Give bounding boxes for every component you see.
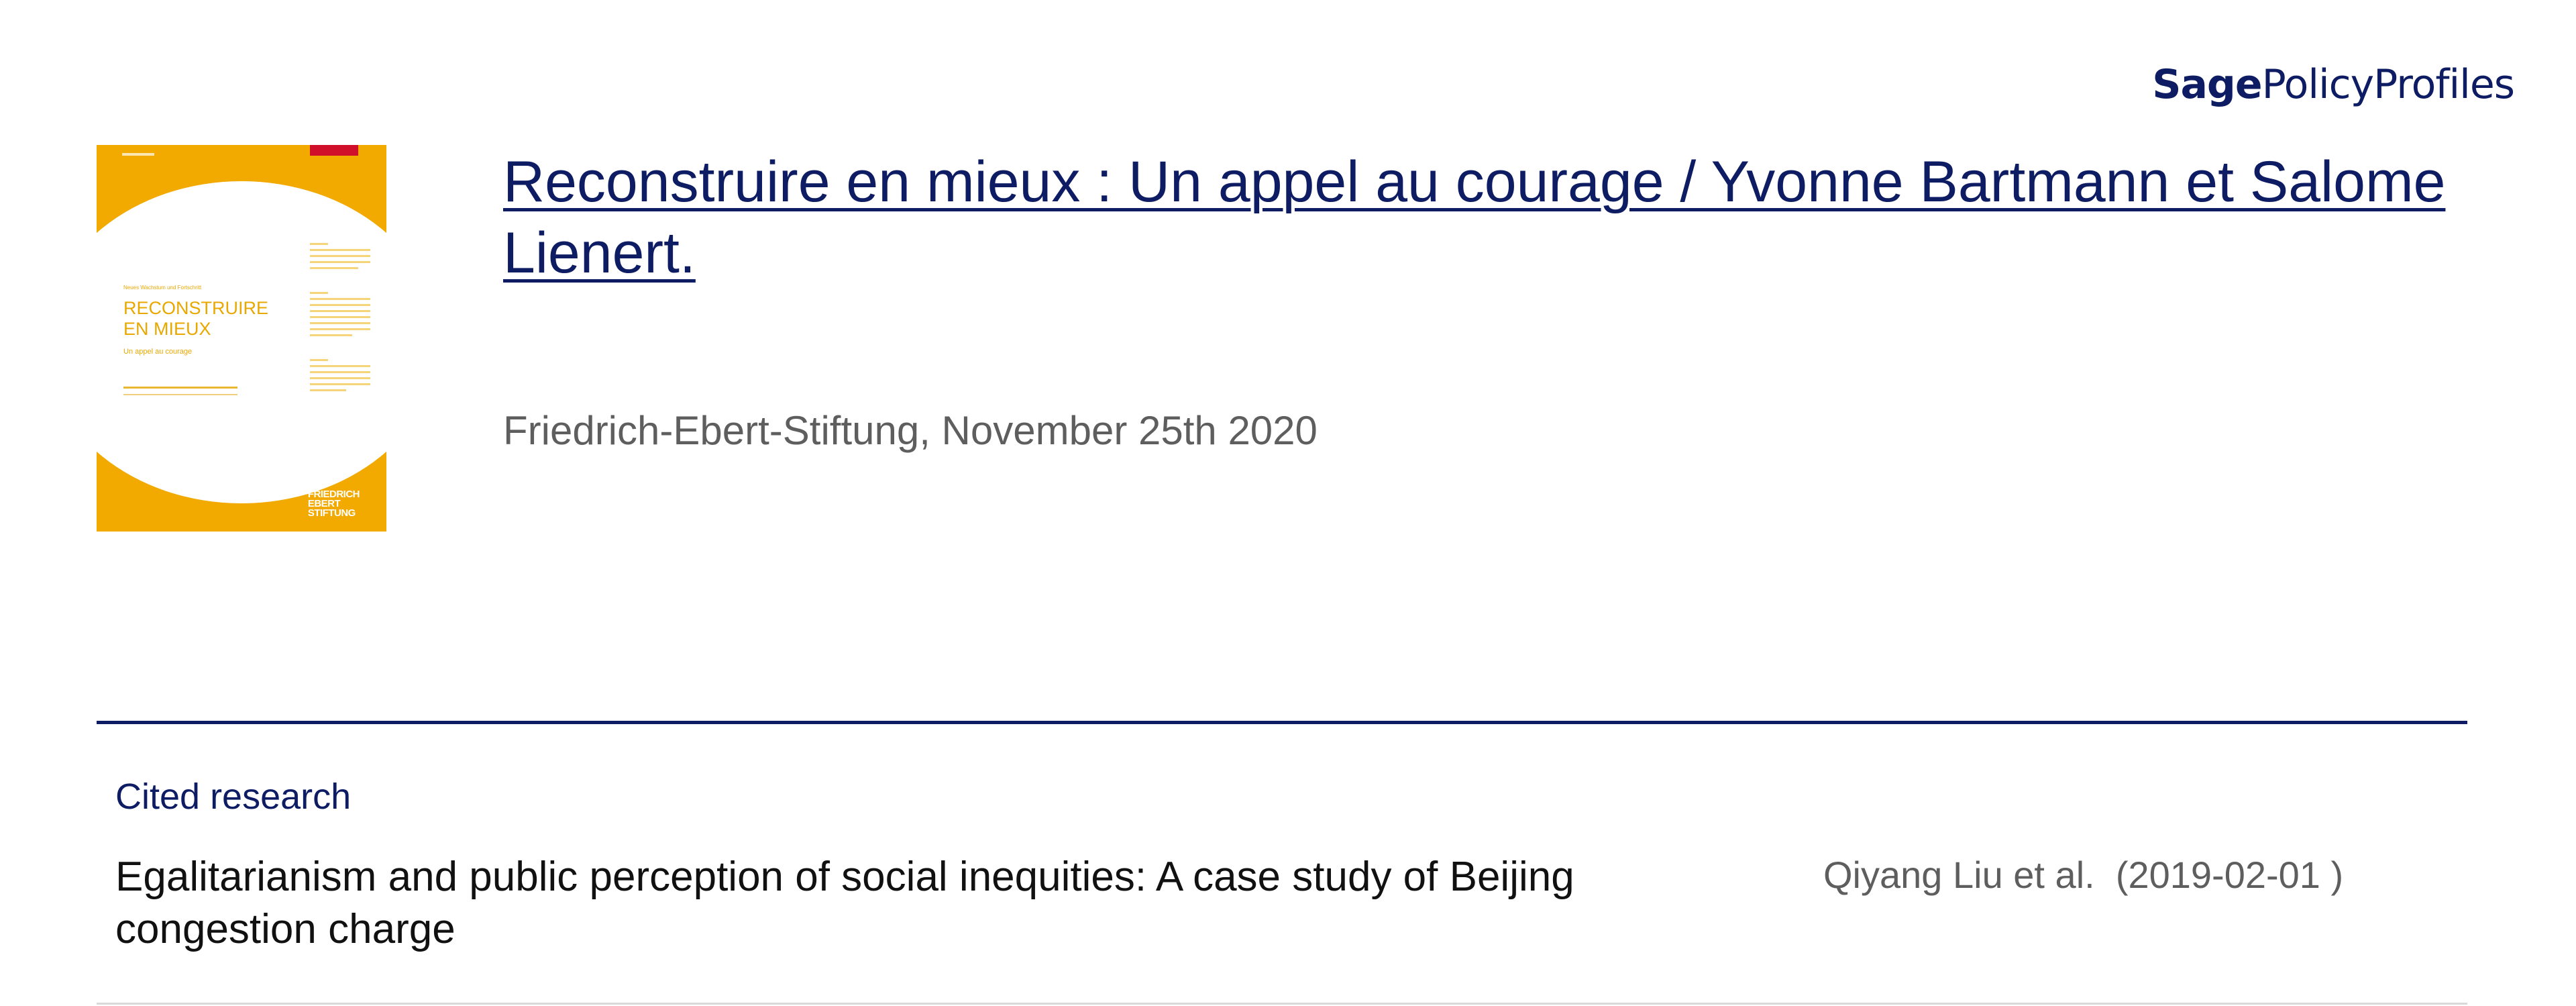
cover-title: RECONSTRUIRE EN MIEUX <box>123 298 268 340</box>
cited-research-meta: Qiyang Liu et al. (2019-02-01 ) <box>1823 851 2343 899</box>
cover-red-tab <box>310 145 358 156</box>
brand-policy-profiles: PolicyProfiles <box>2261 61 2515 108</box>
cover-publisher-logo: FRIEDRICH EBERT STIFTUNG <box>307 489 360 519</box>
cover-title-line1: RECONSTRUIRE <box>123 298 269 318</box>
cover-top-line <box>122 153 154 156</box>
document-title-link[interactable]: Reconstruire en mieux : Un appel au cour… <box>503 150 2446 285</box>
publisher-date: Friedrich-Ebert-Stiftung, November 25th … <box>503 408 1318 453</box>
cited-research-date: (2019-02-01 ) <box>2115 854 2344 896</box>
cover-kicker: Neues Wachstum und Fortschritt <box>123 285 202 291</box>
cited-research-title-link[interactable]: Egalitarianism and public perception of … <box>115 854 1574 952</box>
cover-authors-line <box>123 387 237 395</box>
cited-research-authors: Qiyang Liu et al. <box>1823 854 2095 896</box>
section-divider <box>97 721 2467 724</box>
cited-research-heading: Cited research <box>115 776 352 817</box>
cover-text-column <box>310 243 370 414</box>
cover-subtitle: Un appel au courage <box>123 348 193 356</box>
sage-policy-profiles-logo: Sage PolicyProfiles <box>2152 61 2515 108</box>
cover-white-circle <box>97 181 386 503</box>
row-divider <box>97 1003 2467 1005</box>
brand-sage: Sage <box>2152 61 2262 108</box>
cover-title-line2: EN MIEUX <box>123 319 211 339</box>
document-cover-image: Neues Wachstum und Fortschritt RECONSTRU… <box>97 145 386 532</box>
